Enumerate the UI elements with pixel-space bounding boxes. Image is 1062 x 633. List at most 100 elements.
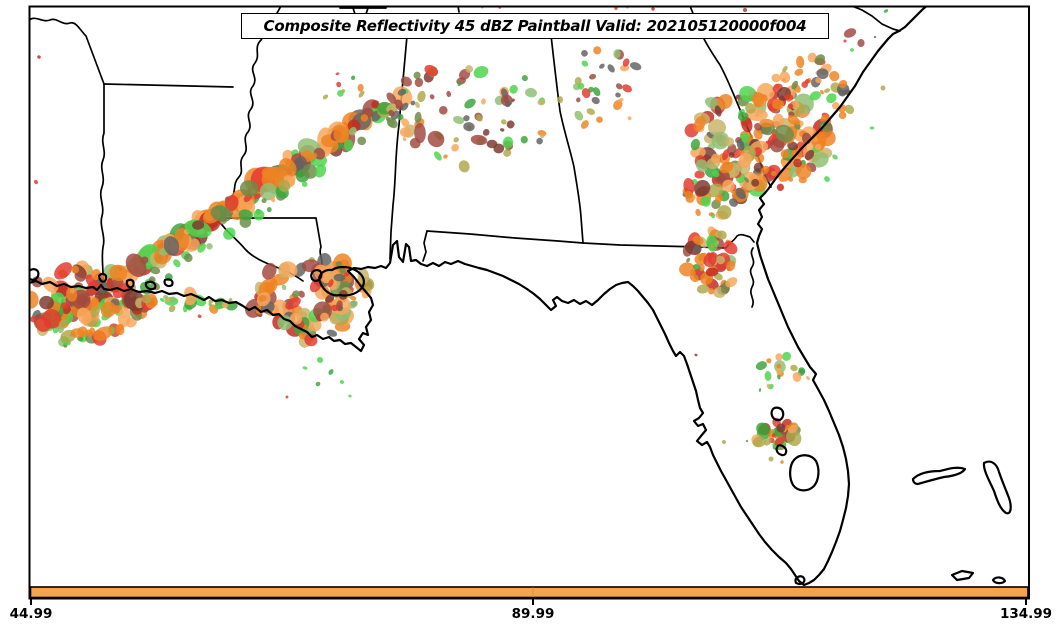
paintball-blob xyxy=(873,35,877,39)
paintball-blob xyxy=(615,83,623,90)
paintball-blob xyxy=(502,136,514,149)
paintball-blob xyxy=(613,99,623,111)
paintball-blob xyxy=(414,77,424,87)
small-cay-2 xyxy=(991,576,1007,585)
paintball-blob xyxy=(521,75,528,82)
paintball-blob xyxy=(326,329,338,337)
paintball-blob xyxy=(794,68,804,76)
paintball-blob xyxy=(766,383,770,388)
paintball-blob xyxy=(779,71,791,83)
paintball-blob xyxy=(787,103,794,109)
small-cay-1 xyxy=(950,569,975,582)
colorbar-strip xyxy=(29,586,1029,599)
paintball-blob xyxy=(591,96,600,105)
axis-tick-label: 134.99 xyxy=(999,606,1053,622)
paintball-blob xyxy=(832,154,838,160)
calcasieu-lake xyxy=(125,278,135,289)
paintball-blob xyxy=(184,253,193,263)
paintball-blob xyxy=(815,143,822,151)
paintball-blob xyxy=(262,263,277,280)
paintball-blob xyxy=(277,315,293,331)
paintball-blob xyxy=(615,92,621,98)
paintball-blob xyxy=(30,316,37,323)
paintball-blob xyxy=(770,170,777,176)
paintball-blob xyxy=(820,90,824,95)
paintball-blob xyxy=(586,108,596,115)
paintball-blob xyxy=(210,205,233,222)
paintball-blob xyxy=(39,295,54,310)
paintball-blob xyxy=(581,88,591,99)
paintball-blob xyxy=(577,82,585,90)
paintball-blob xyxy=(192,220,205,230)
paintball-blob xyxy=(197,243,206,253)
paintball-blob xyxy=(816,68,829,80)
paintball-blob xyxy=(774,124,795,143)
paintball-blob xyxy=(721,440,727,444)
paintball-blob xyxy=(790,364,798,372)
paintball-blob xyxy=(764,437,772,446)
paintball-blob xyxy=(400,76,412,87)
paintball-blob xyxy=(742,7,748,13)
paintball-blob xyxy=(880,85,886,91)
paintball-blob xyxy=(314,164,327,178)
paintball-blob xyxy=(819,120,832,132)
paintball-blob xyxy=(278,158,297,178)
paintball-blob xyxy=(745,439,749,443)
paintball-blob xyxy=(581,60,589,67)
paintball-blob xyxy=(401,102,409,111)
paintball-blob xyxy=(574,110,584,121)
paintball-blob xyxy=(706,234,718,252)
paintball-blob xyxy=(23,290,29,300)
paintball-blob xyxy=(333,128,348,143)
paintball-blob xyxy=(693,116,706,132)
paintball-blob xyxy=(109,264,128,282)
paintball-blob xyxy=(315,381,321,387)
paintball-blob xyxy=(596,116,603,123)
paintball-blob xyxy=(627,116,632,121)
paintball-blob xyxy=(739,132,750,143)
paintball-blob xyxy=(399,127,412,138)
paintball-blob xyxy=(705,267,719,277)
paintball-blob xyxy=(509,84,518,94)
paintball-blob xyxy=(760,165,770,175)
paintball-blob xyxy=(814,54,826,65)
paintball-blob xyxy=(787,115,800,126)
paintball-blob xyxy=(297,171,303,176)
border-al-ga xyxy=(550,34,584,244)
paintball-blob xyxy=(357,83,364,92)
paintball-blob xyxy=(163,295,169,300)
lake-pontchartrain xyxy=(318,265,365,297)
paintball-blob xyxy=(857,39,865,47)
paintball-blob xyxy=(684,190,694,200)
paintball-blob xyxy=(223,227,236,240)
paintball-blob xyxy=(722,179,735,193)
paintball-blob xyxy=(714,105,722,117)
paintball-blob xyxy=(580,120,589,129)
paintball-blob xyxy=(206,243,213,250)
paintball-blob xyxy=(769,428,776,434)
paintball-blob xyxy=(537,99,546,106)
paintball-blob xyxy=(693,245,701,253)
paintball-blob xyxy=(302,366,308,370)
paintball-blob xyxy=(149,266,161,275)
paintball-blob xyxy=(829,71,840,82)
paintball-blob xyxy=(451,143,459,152)
paintball-blob xyxy=(599,63,605,69)
paintball-blob xyxy=(850,48,854,52)
paintball-blob xyxy=(453,137,459,143)
paintball-blob xyxy=(758,388,762,392)
paintball-blob xyxy=(711,170,720,178)
paintball-blob xyxy=(620,64,630,72)
paintball-blob xyxy=(630,62,642,71)
paintball-blob xyxy=(686,257,691,263)
paintball-blob xyxy=(776,183,785,191)
paintball-blob xyxy=(358,90,365,98)
paintball-blob xyxy=(754,123,762,131)
paintball-blob xyxy=(298,290,305,298)
paintball-blob xyxy=(540,133,545,139)
paintball-blob xyxy=(689,273,699,283)
paintball-blob xyxy=(74,270,86,282)
paintball-blob xyxy=(498,7,502,9)
paintball-blob xyxy=(784,94,794,101)
paintball-blob xyxy=(140,256,149,264)
